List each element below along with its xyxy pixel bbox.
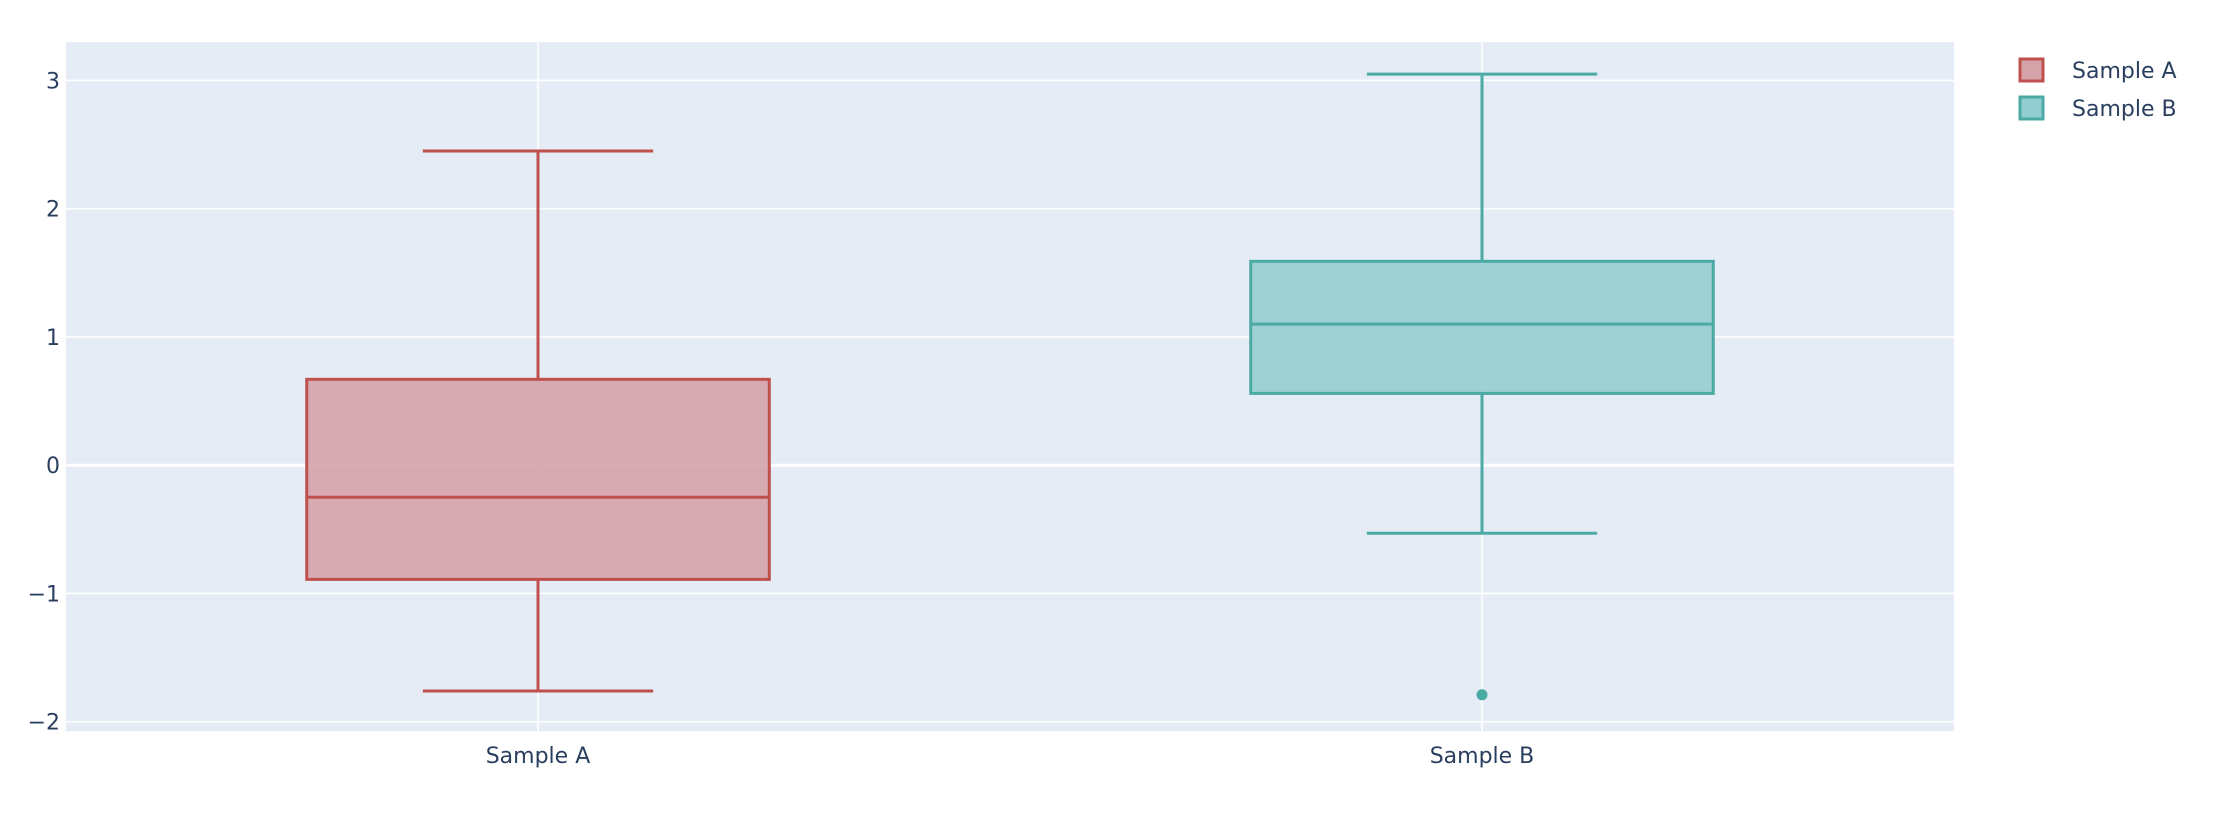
interquartile-box	[1249, 259, 1715, 395]
box-sample-b[interactable]	[1249, 72, 1715, 701]
y-tick-label: 3	[46, 69, 60, 94]
legend-swatch	[2018, 57, 2045, 83]
legend[interactable]: Sample A Sample B	[2018, 57, 2177, 122]
legend-label: Sample B	[2072, 97, 2177, 122]
y-tick-label: 1	[46, 326, 60, 351]
y-tick-label: −2	[28, 711, 60, 736]
y-tick-label: 0	[46, 454, 60, 479]
legend-item-sample-b[interactable]: Sample B	[2018, 95, 2177, 122]
boxes	[305, 72, 1715, 701]
box-sample-a[interactable]	[305, 149, 771, 693]
y-axis: −2 −1 0 1 2 3	[28, 69, 60, 735]
legend-swatch	[2018, 95, 2045, 121]
y-tick-label: 2	[46, 198, 60, 223]
legend-label: Sample A	[2072, 59, 2177, 84]
outlier-point[interactable]	[1476, 689, 1488, 701]
x-axis: Sample A Sample B	[486, 744, 1535, 769]
y-tick-label: −1	[28, 582, 60, 607]
x-tick-label: Sample A	[486, 744, 591, 769]
x-tick-label: Sample B	[1430, 744, 1535, 769]
interquartile-box	[305, 377, 771, 581]
legend-item-sample-a[interactable]: Sample A	[2018, 57, 2177, 84]
